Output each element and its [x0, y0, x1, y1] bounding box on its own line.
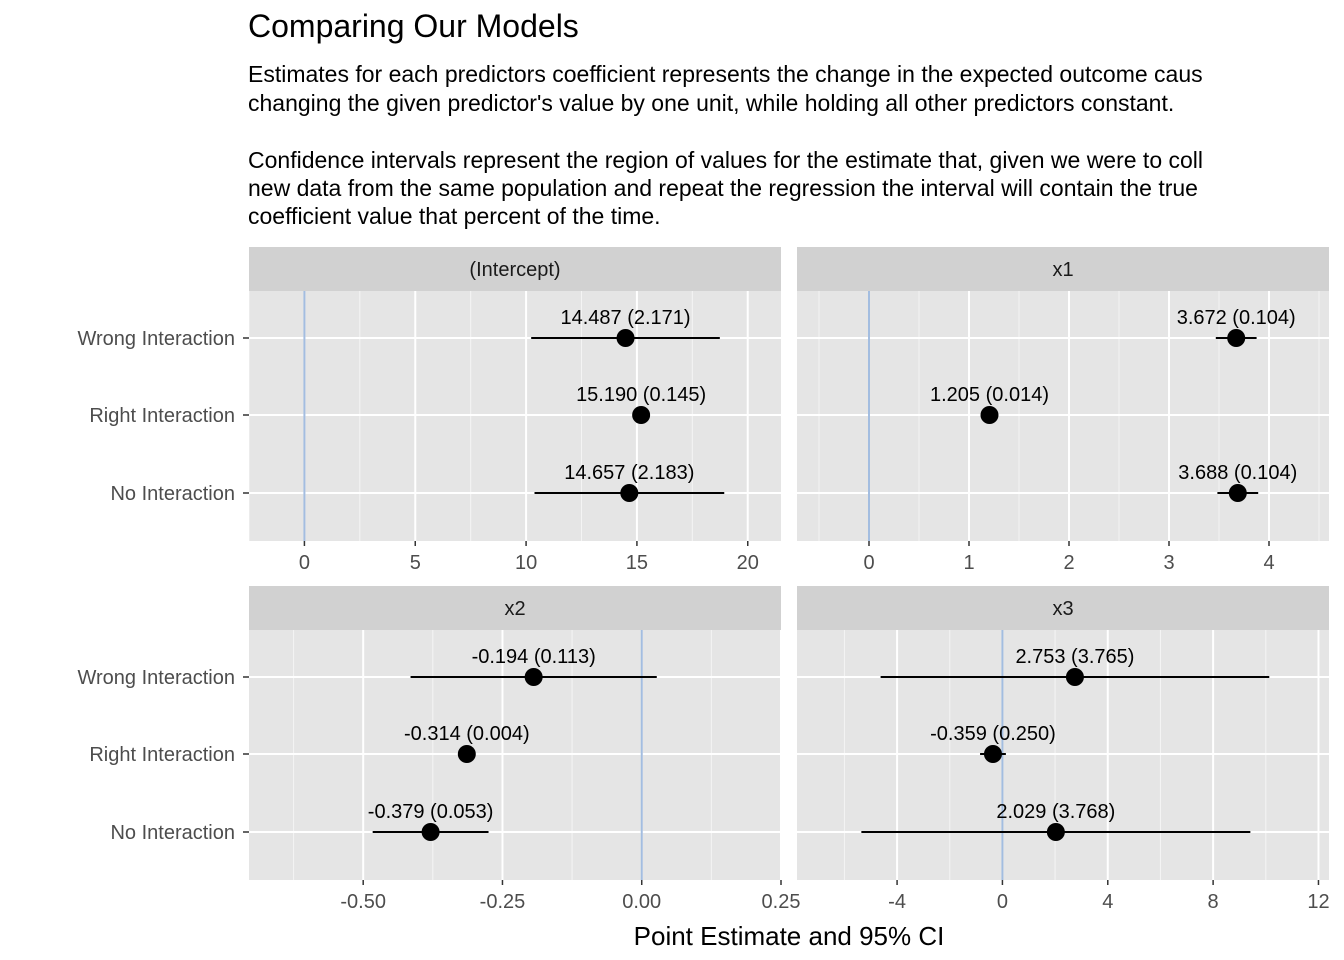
- point-estimate: [616, 329, 635, 347]
- data-label: 1.205 (0.014): [930, 384, 1049, 406]
- facet-panel-2: x2 -0.194 (0.113) -0.314 (0.004) -0.379 (0.…: [78, 586, 801, 913]
- data-label: 3.688 (0.104): [1178, 462, 1297, 484]
- x-tick-label: -4: [888, 891, 906, 913]
- x-tick-label: 0: [863, 552, 874, 574]
- subtitle-line: changing the given predictor's value by …: [248, 90, 1175, 116]
- subtitle-line: Confidence intervals represent the regio…: [248, 147, 1204, 173]
- x-tick-label: 12: [1307, 891, 1329, 913]
- y-tick-label: Right Interaction: [89, 405, 235, 427]
- x-tick-label: 0.25: [762, 891, 801, 913]
- facet-strip: [249, 586, 781, 630]
- x-tick-label: 0: [299, 552, 310, 574]
- facet-strip-label: x1: [1052, 259, 1073, 281]
- x-tick-label: 8: [1208, 891, 1219, 913]
- subtitle-line: coefficient value that percent of the ti…: [248, 203, 661, 229]
- facet-strip: [797, 586, 1329, 630]
- point-estimate: [620, 484, 639, 502]
- data-label: 3.672 (0.104): [1177, 307, 1296, 329]
- point-estimate: [1046, 823, 1065, 841]
- data-label: -0.194 (0.113): [472, 646, 596, 668]
- point-estimate: [524, 668, 543, 686]
- data-label: 14.487 (2.171): [560, 307, 690, 329]
- x-tick-label: 10: [515, 552, 537, 574]
- point-estimate: [457, 745, 476, 763]
- point-estimate: [983, 745, 1002, 763]
- y-tick-label: Wrong Interaction: [78, 667, 236, 689]
- point-estimate: [421, 823, 440, 841]
- data-label: -0.314 (0.004): [404, 723, 530, 745]
- x-tick-label: 4: [1263, 552, 1274, 574]
- subtitle-line: Estimates for each predictors coefficien…: [248, 61, 1203, 87]
- point-estimate: [1228, 484, 1247, 502]
- x-axis-title: Point Estimate and 95% CI: [634, 921, 945, 951]
- data-label: 2.029 (3.768): [996, 801, 1115, 823]
- facet-strip: [797, 247, 1329, 291]
- facet-strip-label: x3: [1052, 598, 1073, 620]
- x-tick-label: -0.25: [480, 891, 526, 913]
- data-label: 14.657 (2.183): [564, 462, 694, 484]
- x-tick-label: 4: [1102, 891, 1113, 913]
- data-label: -0.359 (0.250): [930, 723, 1056, 745]
- x-tick-label: 2: [1063, 552, 1074, 574]
- x-tick-label: 0.00: [622, 891, 661, 913]
- y-tick-label: Wrong Interaction: [78, 328, 236, 350]
- point-estimate: [980, 406, 999, 424]
- point-estimate: [1065, 668, 1084, 686]
- facet-panel-1: x1 3.672 (0.104) 1.205 (0.014) 3.688 (0.104…: [797, 247, 1329, 574]
- y-tick-label: No Interaction: [110, 483, 235, 505]
- data-label: -0.379 (0.053): [368, 801, 494, 823]
- y-tick-label: No Interaction: [110, 822, 235, 844]
- y-tick-label: Right Interaction: [89, 744, 235, 766]
- x-tick-label: 3: [1163, 552, 1174, 574]
- point-estimate: [632, 406, 651, 424]
- facet-strip: [249, 247, 781, 291]
- facet-panel-3: x3 2.753 (3.765) -0.359 (0.250) 2.029 (3.76…: [797, 586, 1330, 913]
- x-tick-label: 1: [963, 552, 974, 574]
- x-tick-label: 5: [410, 552, 421, 574]
- facet-strip-label: x2: [504, 598, 525, 620]
- facet-panel-0: (Intercept) 14.487 (2.171) 15.190 (0.145) 1…: [78, 247, 781, 574]
- x-tick-label: 0: [997, 891, 1008, 913]
- data-label: 2.753 (3.765): [1015, 646, 1134, 668]
- subtitle-line: new data from the same population and re…: [248, 175, 1198, 201]
- x-tick-label: 15: [626, 552, 648, 574]
- data-label: 15.190 (0.145): [576, 384, 706, 406]
- chart-title: Comparing Our Models: [248, 8, 579, 44]
- x-tick-label: 20: [737, 552, 759, 574]
- facet-strip-label: (Intercept): [469, 259, 560, 281]
- point-estimate: [1227, 329, 1246, 347]
- x-tick-label: -0.50: [340, 891, 386, 913]
